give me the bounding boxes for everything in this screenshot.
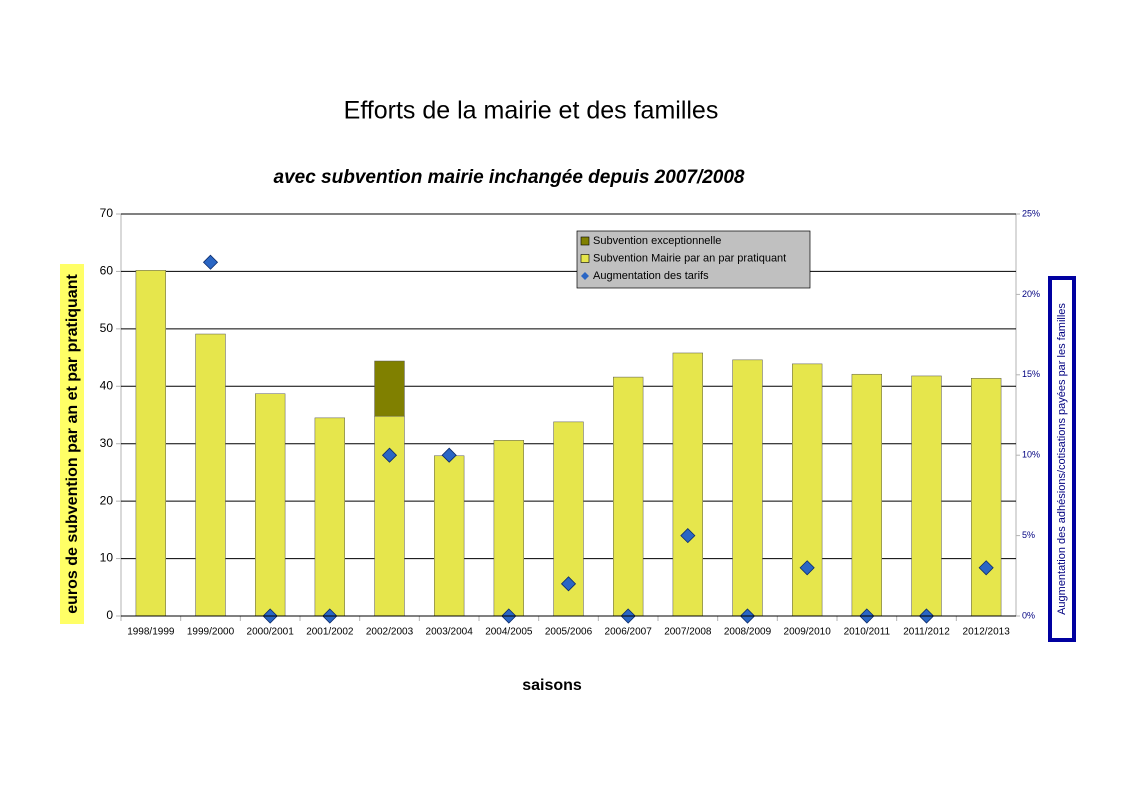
marker [441,447,457,463]
marker [680,528,696,544]
bar [255,393,286,617]
x-tick-label: 2006/2007 [605,627,653,638]
legend-label: Augmentation des tarifs [593,270,709,282]
x-tick-label: 2003/2004 [426,627,474,638]
x-tick-label: 2001/2002 [306,627,354,638]
bar [613,376,644,617]
legend-label: Subvention exceptionnelle [593,235,721,247]
bar [135,270,167,617]
marker [202,254,219,270]
x-tick-label: 2005/2006 [545,627,593,638]
bar [195,333,226,617]
y2-tick-label: 25% [1022,208,1040,218]
y2-tick-label: 5% [1022,530,1035,540]
y-tick-label: 50 [100,321,114,335]
marker [381,447,398,463]
x-tick-label: 1999/2000 [187,627,235,638]
chart-subtitle: avec subvention mairie inchangée depuis … [274,167,745,188]
y-tick-label: 10 [100,551,114,565]
bar [493,440,524,617]
x-tick-label: 2004/2005 [485,627,533,638]
x-tick-label: 2010/2011 [844,627,891,638]
bar [851,373,883,617]
bar [374,415,405,617]
y-tick-label: 60 [100,264,114,278]
x-axis-label: saisons [522,677,582,694]
marker [799,560,815,576]
bar [434,455,465,617]
x-tick-label: 2012/2013 [963,627,1011,638]
x-tick-label: 2008/2009 [724,627,772,638]
y2-tick-label: 10% [1022,450,1040,460]
bar [314,417,345,617]
y-label-background [60,264,84,624]
bar [672,352,704,617]
y2-tick-label: 20% [1022,289,1040,299]
bar [732,359,763,617]
legend-label: Subvention Mairie par an par pratiquant [593,252,786,264]
legend-box [576,230,811,289]
y-tick-label: 20 [100,493,114,507]
y2-axis-label: Augmentation des adhésions/cotisations p… [1056,303,1068,615]
y2-tick-label: 0% [1022,610,1035,620]
legend-swatch [580,254,590,263]
legend-swatch [580,236,590,246]
bar [792,363,823,617]
x-tick-label: 1998/1999 [127,627,175,638]
y-tick-label: 0 [106,608,113,622]
legend-swatch [581,272,589,280]
y2-tick-label: 15% [1022,369,1040,379]
marker [560,576,577,592]
y-tick-label: 40 [100,378,114,392]
x-tick-label: 2002/2003 [366,627,414,638]
bar [374,360,405,417]
x-tick-label: 2011/2012 [903,627,950,638]
y-tick-label: 70 [100,206,114,220]
bar [971,377,1002,617]
x-tick-label: 2000/2001 [247,627,295,638]
x-tick-label: 2009/2010 [784,627,832,638]
x-tick-label: 2007/2008 [664,627,712,638]
y2-label-frame [1048,276,1076,642]
y-axis-label: euros de subvention par an et par pratiq… [64,274,81,614]
bar [911,375,942,617]
y-tick-label: 30 [100,436,114,450]
chart-title: Efforts de la mairie et des familles [344,97,719,125]
legend: Subvention exceptionnelle Subvention Mair… [576,230,811,289]
marker [978,560,994,576]
